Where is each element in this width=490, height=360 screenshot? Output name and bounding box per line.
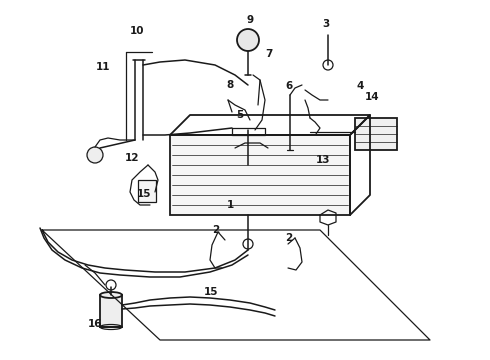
Text: 9: 9: [246, 15, 253, 25]
Bar: [100, 295, 122, 327]
Text: 15: 15: [137, 189, 152, 199]
Text: 6: 6: [286, 81, 293, 91]
Text: 3: 3: [322, 19, 329, 30]
Text: 8: 8: [227, 80, 234, 90]
Text: 5: 5: [237, 110, 244, 120]
Text: 2: 2: [286, 233, 293, 243]
Bar: [138, 180, 156, 202]
Bar: [355, 118, 397, 150]
Text: 15: 15: [203, 287, 218, 297]
Text: 7: 7: [265, 49, 272, 59]
Text: 12: 12: [125, 153, 140, 163]
Bar: [170, 135, 350, 215]
Text: 10: 10: [130, 26, 145, 36]
Text: 11: 11: [96, 62, 110, 72]
Circle shape: [87, 147, 103, 163]
Ellipse shape: [100, 292, 122, 298]
Text: 4: 4: [356, 81, 364, 91]
Text: 2: 2: [212, 225, 219, 235]
Text: 16: 16: [88, 319, 103, 329]
Text: 14: 14: [365, 92, 380, 102]
Text: 13: 13: [316, 155, 331, 165]
Text: 1: 1: [227, 200, 234, 210]
Circle shape: [237, 29, 259, 51]
